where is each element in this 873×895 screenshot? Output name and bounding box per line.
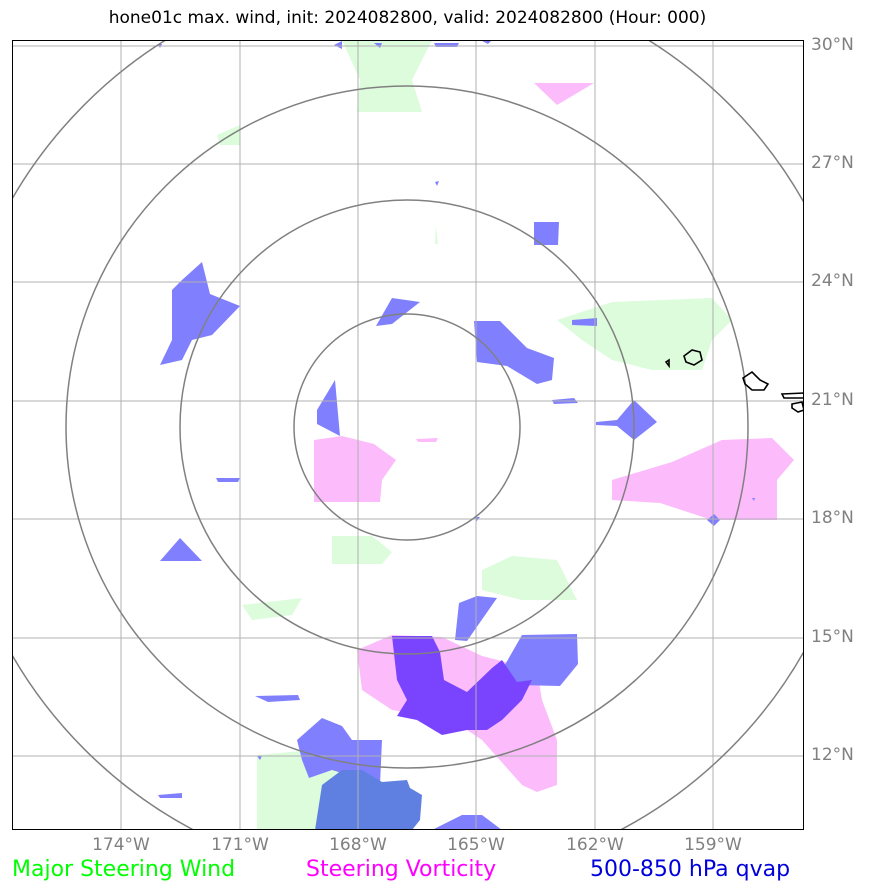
qvap-areas: [158, 40, 755, 830]
lat-label-30n: 30°N: [811, 35, 854, 55]
qvap-area-top-1: [334, 41, 342, 49]
qvap-area-dot-1: [257, 756, 262, 760]
qvap-vorticity-overlap: [392, 636, 532, 735]
qvap-area-bottom-1: [432, 815, 502, 830]
map-title: hone01c max. wind, init: 2024082800, val…: [108, 8, 707, 28]
lat-label-27n: 27°N: [811, 153, 854, 173]
legend-qvap: 500-850 hPa qvap: [590, 857, 791, 882]
qvap-area-e-diamond: [596, 400, 657, 440]
wind-area-east: [482, 556, 577, 600]
qvap-area-sw-1: [255, 695, 300, 702]
island-kauai: [683, 349, 703, 366]
qvap-area-27n-dot: [435, 181, 439, 186]
lon-label-174w: 174°W: [92, 835, 150, 855]
island-maui: [791, 401, 804, 413]
range-ring-2: [179, 199, 635, 655]
qvap-area-sw: [160, 538, 202, 561]
qvap-area-w: [216, 478, 240, 482]
range-rings: [12, 40, 804, 830]
qvap-area-ne: [474, 321, 554, 384]
lon-label-171w: 171°W: [211, 835, 269, 855]
qvap-area-n: [376, 298, 420, 326]
legend-steering-wind: Major Steering Wind: [12, 857, 236, 882]
lon-label-162w: 162°W: [566, 835, 624, 855]
lat-label-18n: 18°N: [811, 508, 854, 528]
island-oahu: [742, 370, 770, 391]
lat-label-12n: 12°N: [811, 745, 854, 765]
qvap-area-e-1: [572, 318, 597, 326]
map-frame: [12, 40, 804, 830]
lat-label-21n: 21°N: [811, 390, 854, 410]
qvap-area-nw: [160, 262, 240, 365]
wind-qvap-overlap: [315, 770, 422, 830]
lon-label-168w: 168°W: [329, 835, 387, 855]
qvap-area-27n: [534, 222, 559, 245]
wind-area-center: [332, 536, 392, 564]
range-ring-1: [293, 313, 521, 541]
lat-lon-grid: [12, 40, 804, 830]
qvap-area-sw-3: [297, 718, 382, 785]
lon-label-165w: 165°W: [447, 835, 505, 855]
qvap-area-dot-2: [752, 498, 755, 501]
island-molokai: [780, 392, 804, 399]
vort-area-north: [534, 83, 594, 105]
lat-label-15n: 15°N: [811, 627, 854, 647]
range-ring-3: [65, 85, 749, 769]
lon-label-159w: 159°W: [684, 835, 742, 855]
legend-vorticity: Steering Vorticity: [306, 857, 497, 882]
wind-area-northeast: [557, 298, 732, 370]
hawaii-coastlines: [664, 349, 804, 413]
wind-area-fleck: [435, 225, 438, 244]
lat-label-24n: 24°N: [811, 271, 854, 291]
qvap-area-center-w: [317, 380, 340, 436]
vort-area-fleck: [416, 438, 438, 442]
map-panel: [12, 40, 804, 830]
island-niihau: [664, 358, 670, 369]
vort-area-center: [314, 436, 396, 502]
wind-area-north: [342, 40, 432, 112]
qvap-area-sw-2: [158, 793, 182, 798]
qvap-area-s-2: [502, 634, 578, 686]
vort-area-east: [612, 438, 794, 520]
